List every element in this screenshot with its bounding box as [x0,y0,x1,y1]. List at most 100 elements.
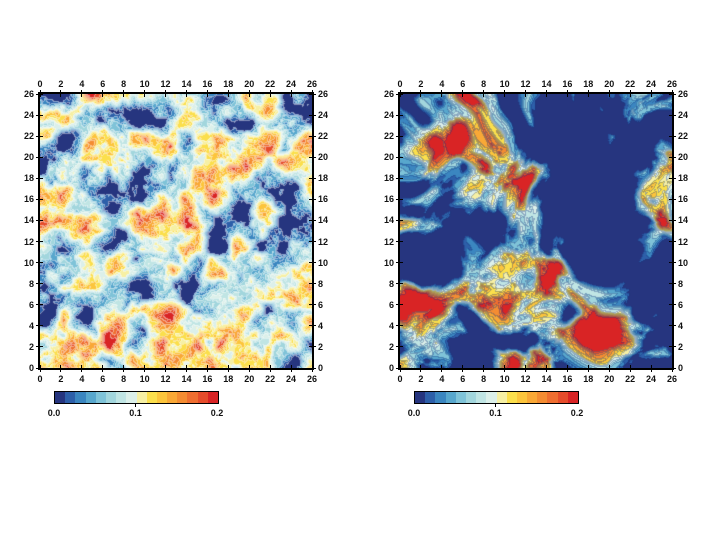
x-tick-bottom [81,365,83,372]
x-tick-bottom [483,365,485,372]
y-tick-label-left: 18 [23,173,34,184]
x-tick-top [566,90,568,97]
x-tick-top [102,90,104,97]
colorbar-tick-label: 0.1 [489,408,502,418]
x-tick-bottom [629,365,631,372]
y-tick-label-right: 10 [678,257,689,268]
x-tick-top [462,90,464,97]
x-tick-label-bottom: 0 [37,374,43,384]
x-tick-bottom [102,365,104,372]
x-tick-label-top: 0 [397,79,403,89]
colorbar-segment [486,392,497,403]
y-tick-right [669,177,676,179]
x-tick-bottom [269,365,271,372]
y-tick-label-left: 16 [23,194,34,205]
x-tick-top [671,90,673,97]
y-tick-label-left: 24 [23,110,34,121]
y-tick-label-left: 8 [388,278,394,289]
x-tick-bottom [185,365,187,372]
y-tick-right [309,262,316,264]
x-tick-top [441,90,443,97]
y-tick-label-left: 22 [383,131,394,142]
x-tick-label-bottom: 24 [646,374,657,384]
x-tick-label-top: 16 [202,79,213,89]
x-tick-label-bottom: 16 [202,374,213,384]
y-tick-label-right: 20 [318,152,329,163]
x-tick-bottom [290,365,292,372]
y-tick-label-right: 12 [318,236,329,247]
x-tick-label-top: 20 [244,79,255,89]
x-tick-label-top: 24 [286,79,297,89]
colorbar-segment [465,392,477,403]
y-tick-label-left: 0 [28,363,34,373]
x-tick-bottom [311,365,313,372]
colorbar-segment [116,392,127,403]
y-tick-left [396,283,403,285]
y-tick-label-right: 6 [318,299,324,310]
colorbar-segment [496,392,507,403]
y-tick-label-right: 2 [678,341,684,352]
y-tick-label-left: 16 [383,194,394,205]
y-tick-left [36,325,43,327]
x-tick-label-bottom: 22 [265,374,276,384]
colorbar-segment [435,392,446,403]
y-tick-left [396,262,403,264]
y-tick-left [36,304,43,306]
y-tick-right [309,346,316,348]
x-tick-label-bottom: 26 [666,374,677,384]
colorbar-segment [167,392,178,403]
x-tick-label-bottom: 2 [58,374,64,384]
y-tick-label-right: 16 [678,194,689,205]
x-tick-label-bottom: 4 [439,374,445,384]
x-tick-top [587,90,589,97]
y-tick-left [36,219,43,221]
y-tick-right [669,325,676,327]
y-tick-left [396,219,403,221]
x-tick-top [399,90,401,97]
colorbar-tick-label: 0.1 [129,408,142,418]
y-tick-right [309,93,316,95]
x-tick-label-bottom: 0 [397,374,403,384]
colorbar-tick [495,404,496,407]
x-tick-top [206,90,208,97]
y-tick-label-left: 26 [383,89,394,99]
x-tick-label-bottom: 20 [244,374,255,384]
y-tick-label-right: 4 [678,320,684,331]
y-tick-left [36,262,43,264]
y-tick-right [309,156,316,158]
colorbar-segment [146,392,157,403]
colorbar-segment [75,392,86,403]
x-tick-label-top: 4 [439,79,445,89]
colorbar-tick-label: 0.0 [47,408,61,418]
y-tick-right [309,177,316,179]
colorbar-segment [85,392,96,403]
y-tick-label-right: 12 [678,236,689,247]
y-tick-left [396,114,403,116]
x-tick-top [420,90,422,97]
x-tick-bottom [441,365,443,372]
x-tick-label-top: 10 [499,79,510,89]
x-tick-bottom [39,365,41,372]
x-tick-bottom [545,365,547,372]
x-tick-label-top: 2 [58,79,64,89]
x-tick-label-top: 8 [121,79,127,89]
x-tick-label-top: 4 [79,79,85,89]
x-tick-top [123,90,125,97]
y-tick-left [36,346,43,348]
x-tick-label-bottom: 12 [160,374,171,384]
x-tick-bottom [650,365,652,372]
colorbar-segment [455,392,466,403]
y-tick-left [36,135,43,137]
x-tick-top [608,90,610,97]
y-tick-left [396,135,403,137]
x-tick-label-top: 12 [520,79,531,89]
y-tick-right [309,325,316,327]
colorbar-segment [516,392,528,403]
x-tick-top [39,90,41,97]
y-tick-label-right: 26 [678,89,689,99]
x-tick-label-top: 6 [100,79,106,89]
y-tick-left [36,93,43,95]
x-tick-label-bottom: 24 [286,374,297,384]
x-tick-label-bottom: 18 [223,374,234,384]
